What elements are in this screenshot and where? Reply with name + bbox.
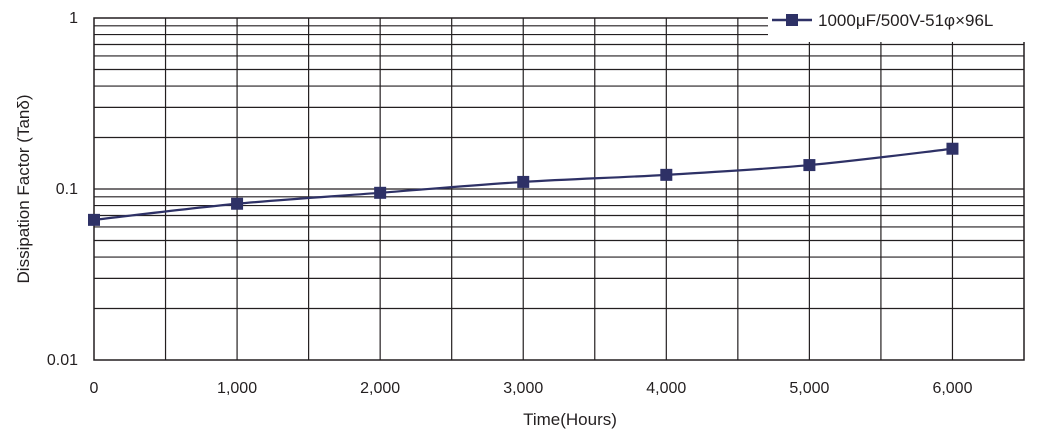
grid <box>94 18 1024 360</box>
y-tick-label: 0.01 <box>47 352 78 369</box>
x-tick-label: 2,000 <box>360 380 400 397</box>
y-tick-label: 1 <box>69 10 78 27</box>
data-point-marker <box>803 159 816 172</box>
data-point-marker <box>231 197 244 210</box>
data-point-marker <box>374 186 387 199</box>
legend-background <box>768 6 1038 42</box>
data-point-marker <box>660 168 673 181</box>
x-tick-label: 1,000 <box>217 380 257 397</box>
x-tick-label: 6,000 <box>932 380 972 397</box>
x-tick-label: 3,000 <box>503 380 543 397</box>
x-axis-title: Time(Hours) <box>523 410 617 429</box>
y-tick-label: 0.1 <box>56 181 78 198</box>
y-axis-title: Dissipation Factor (Tanδ) <box>14 95 33 284</box>
series-layer <box>88 142 959 226</box>
legend: 1000μF/500V-51φ×96L <box>768 6 1038 42</box>
data-point-marker <box>88 213 100 226</box>
data-point-marker <box>946 142 959 155</box>
data-point-marker <box>517 175 530 188</box>
plot-area-frame <box>93 17 1025 361</box>
tick-labels: 0 1,000 2,000 3,000 4,000 5,000 6,000 0.01 0.1 1 <box>47 10 973 397</box>
x-tick-label: 4,000 <box>646 380 686 397</box>
x-tick-label: 0 <box>90 380 99 397</box>
x-tick-label: 5,000 <box>789 380 829 397</box>
legend-label: 1000μF/500V-51φ×96L <box>818 11 993 30</box>
legend-marker <box>786 14 798 26</box>
